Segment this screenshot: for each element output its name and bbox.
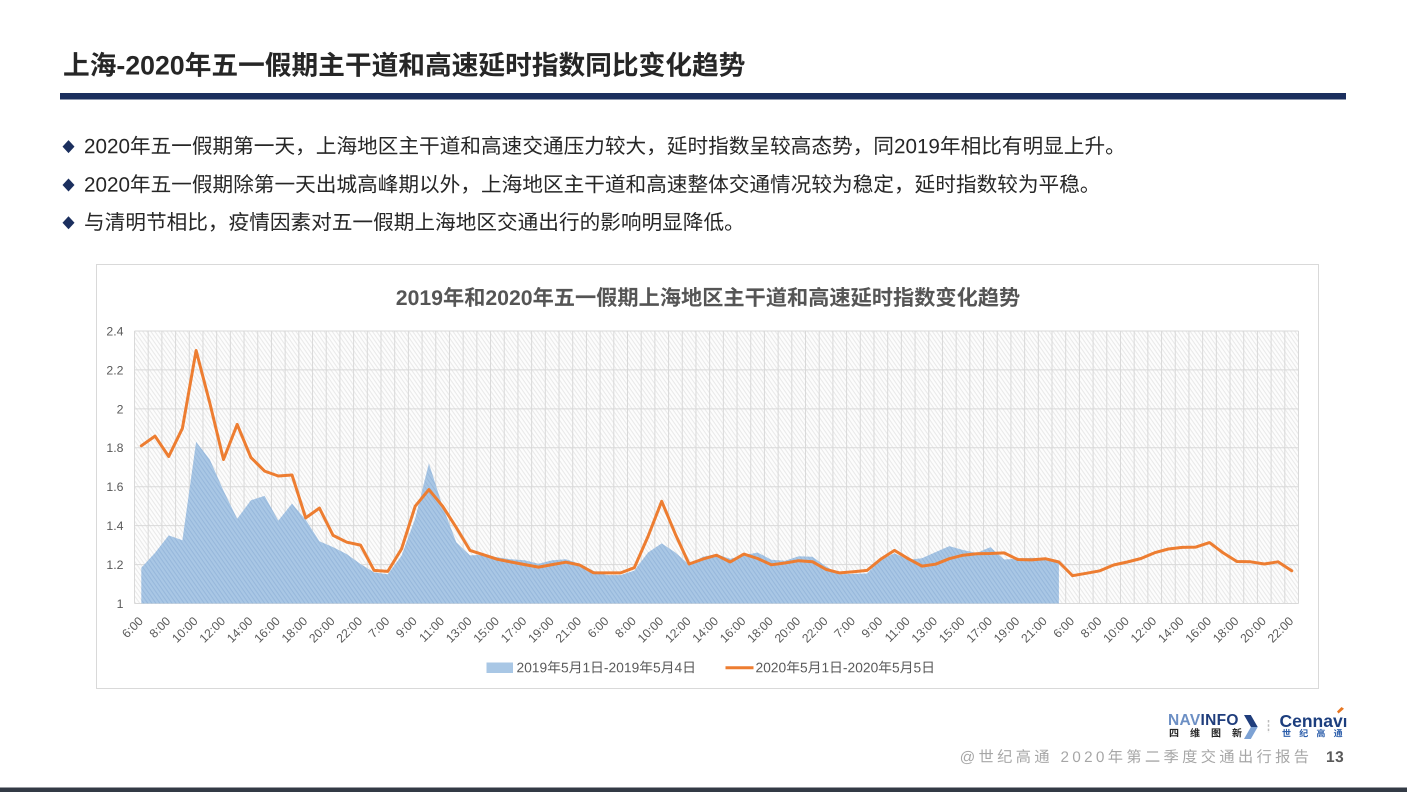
svg-text:1: 1 [117, 597, 124, 611]
svg-text:2.4: 2.4 [106, 324, 123, 338]
svg-text:2.2: 2.2 [106, 363, 123, 377]
svg-text:NAVINFO: NAVINFO [1168, 712, 1239, 729]
svg-text:2: 2 [117, 402, 124, 416]
svg-text:1.4: 1.4 [106, 519, 123, 533]
svg-text:1.2: 1.2 [106, 558, 123, 572]
svg-text:1.6: 1.6 [106, 480, 123, 494]
svg-text:Cennavı: Cennavı [1280, 711, 1348, 731]
svg-text:1.8: 1.8 [106, 441, 123, 455]
